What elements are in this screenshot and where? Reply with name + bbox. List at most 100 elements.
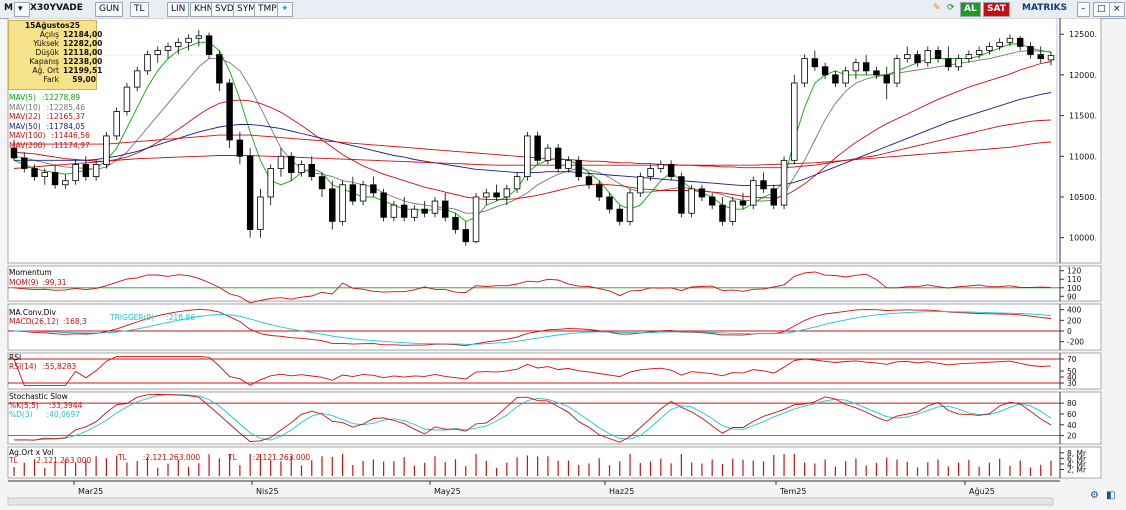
vol-label-1: TL:2.121.263.000 bbox=[9, 456, 91, 465]
stoch-pane bbox=[7, 391, 1102, 445]
rsi-name: RSI(14) bbox=[9, 362, 37, 371]
candle bbox=[719, 204, 726, 222]
maximize-button[interactable]: □ bbox=[1093, 2, 1110, 17]
stoch-d-value: :40,0697 bbox=[46, 410, 81, 419]
currency-button[interactable]: TL bbox=[130, 2, 149, 17]
candle bbox=[791, 82, 798, 161]
candle bbox=[103, 135, 110, 165]
x-tick-label: Haz25 bbox=[609, 487, 634, 496]
candle bbox=[708, 196, 716, 206]
trigger-line bbox=[13, 311, 1052, 345]
trigger-label: TRIGGER(9):218,86 bbox=[110, 313, 195, 322]
symbol-label[interactable]: X30YVADE bbox=[30, 3, 83, 13]
candle bbox=[606, 196, 613, 210]
indicator-tick-label: 200 bbox=[1067, 316, 1082, 325]
candle bbox=[10, 147, 18, 159]
candle bbox=[780, 159, 788, 206]
ma-line bbox=[13, 61, 1052, 200]
ma-legend-item: MAV(100):11446,56 bbox=[9, 131, 90, 141]
twitter-icon[interactable]: ✦ bbox=[277, 2, 293, 17]
candle bbox=[750, 180, 757, 206]
ma-value: :12165,37 bbox=[46, 112, 85, 121]
tmp-button[interactable]: TMP bbox=[254, 2, 281, 17]
chart-area[interactable]: 12500.12000.11500.11000.10500.10000.1201… bbox=[0, 18, 1126, 510]
volume-pane bbox=[7, 446, 1102, 479]
stoch-k-name: %K(5,5) bbox=[9, 401, 39, 410]
info-key: Fark bbox=[43, 75, 59, 84]
close-button[interactable]: × bbox=[1109, 2, 1125, 17]
price-tick-label: 10000. bbox=[1069, 234, 1097, 243]
stoch-k-label: %K(5,5):33,3944 bbox=[9, 401, 82, 410]
candle bbox=[287, 155, 295, 173]
pencil-icon[interactable]: ✎ bbox=[933, 3, 941, 13]
trigger-name: TRIGGER(9) bbox=[110, 313, 155, 322]
candle bbox=[205, 35, 213, 55]
indicator-tick-label: -200 bbox=[1067, 338, 1084, 347]
candle bbox=[513, 176, 521, 190]
refresh-icon[interactable]: ⟳ bbox=[947, 3, 955, 13]
candle bbox=[216, 54, 223, 84]
indicator-tick-label: 30 bbox=[1067, 379, 1077, 388]
momentum-title: Momentum bbox=[9, 268, 52, 277]
momentum-pane bbox=[7, 265, 1102, 302]
x-tick-label: Mar25 bbox=[78, 487, 103, 496]
vol-value: :2.121.263.000 bbox=[33, 456, 92, 465]
stoch-d-label: %D(3):40,0697 bbox=[9, 410, 80, 419]
vol-value: :2.121.263.000 bbox=[252, 453, 311, 462]
ma-line bbox=[13, 141, 1052, 169]
info-value: 59,00 bbox=[72, 75, 96, 84]
candle bbox=[811, 58, 819, 68]
price-tick-label: 12500. bbox=[1069, 30, 1097, 39]
momentum-line bbox=[13, 271, 1052, 304]
candle bbox=[688, 188, 695, 214]
chart-type-icon[interactable]: ◧ bbox=[1106, 490, 1116, 501]
dropdown-icon[interactable]: ▾ bbox=[14, 2, 30, 17]
ma-legend-item: MAV(22):12165,37 bbox=[9, 112, 90, 122]
candle bbox=[246, 155, 254, 230]
x-tick-label: Ağu25 bbox=[969, 487, 995, 496]
candle bbox=[1027, 46, 1034, 55]
candle bbox=[318, 176, 326, 190]
period-button[interactable]: GUN bbox=[95, 2, 124, 17]
candle bbox=[575, 159, 582, 178]
candle bbox=[893, 58, 901, 84]
candle bbox=[421, 208, 428, 214]
sell-button[interactable]: SAT bbox=[983, 2, 1010, 17]
candle bbox=[524, 135, 531, 178]
candle bbox=[637, 176, 644, 194]
ma-line bbox=[13, 50, 1052, 214]
indicator-tick-label: 120 bbox=[1067, 267, 1082, 276]
linear-button[interactable]: LIN bbox=[167, 2, 190, 17]
candle bbox=[226, 82, 233, 141]
candle bbox=[955, 58, 962, 68]
candle bbox=[924, 50, 932, 64]
candle bbox=[62, 180, 69, 186]
candle bbox=[195, 35, 203, 39]
candle bbox=[904, 54, 911, 60]
candle bbox=[92, 164, 100, 178]
candle bbox=[852, 62, 860, 72]
candle bbox=[113, 111, 120, 137]
candle bbox=[996, 41, 1003, 47]
indicator-tick-label: 70 bbox=[1067, 355, 1077, 364]
stoch-title: Stochastic Slow bbox=[9, 392, 68, 401]
indicator-tick-label: 40 bbox=[1067, 421, 1077, 430]
candle bbox=[390, 204, 398, 218]
brand-logo: MATRIKS bbox=[1022, 3, 1068, 13]
candle bbox=[31, 168, 38, 178]
indicator-tick-label: 8, Mr bbox=[1067, 449, 1087, 458]
candle bbox=[914, 54, 921, 64]
indicator-tick-label: 20 bbox=[1067, 432, 1077, 441]
candle bbox=[596, 184, 603, 198]
menu-icon[interactable]: M bbox=[4, 3, 13, 13]
indicator-tick-label: 40 bbox=[1067, 373, 1077, 382]
horizontal-scrollbar bbox=[7, 497, 1054, 506]
minimize-button[interactable]: – bbox=[1077, 2, 1090, 17]
ma-value: :12278,89 bbox=[41, 93, 81, 102]
candle bbox=[934, 50, 942, 60]
indicator-tick-label: 60 bbox=[1067, 410, 1077, 419]
buy-button[interactable]: AL bbox=[960, 2, 981, 17]
toolbar: M ▾ X30YVADE GUN TL LIN KHN SVD SYM TMP … bbox=[0, 0, 1126, 19]
settings-icon[interactable]: ⚙ bbox=[1090, 490, 1099, 501]
candle bbox=[123, 86, 131, 112]
